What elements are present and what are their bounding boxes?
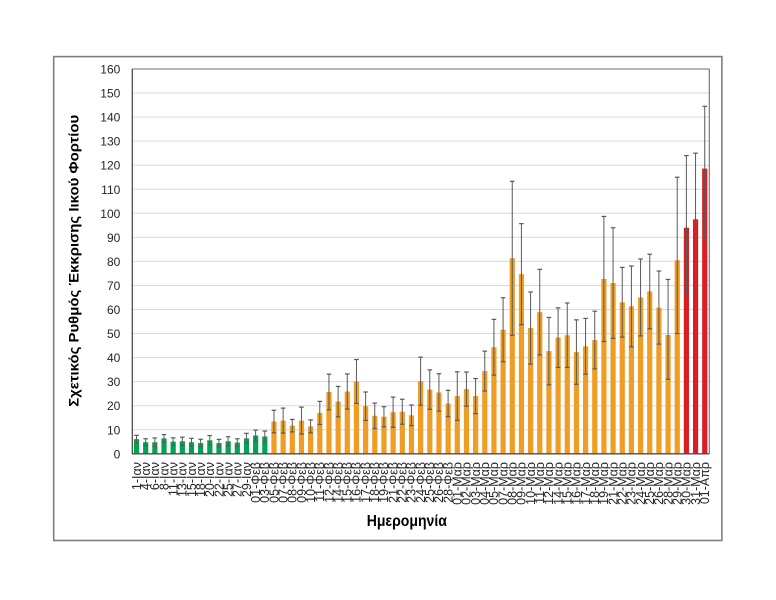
svg-text:28-Φεβ: 28-Φεβ bbox=[441, 462, 455, 503]
svg-text:140: 140 bbox=[100, 111, 120, 125]
svg-text:4-Ιαν: 4-Ιαν bbox=[139, 462, 153, 490]
svg-text:Ημερομηνία: Ημερομηνία bbox=[367, 513, 447, 530]
svg-text:11-Φεβ: 11-Φεβ bbox=[313, 462, 327, 502]
svg-text:100: 100 bbox=[100, 207, 120, 221]
svg-text:10: 10 bbox=[107, 423, 121, 437]
svg-text:03-Φεβ: 03-Φεβ bbox=[258, 462, 272, 503]
svg-text:12-Φεβ: 12-Φεβ bbox=[322, 462, 336, 503]
svg-text:25-Μαρ: 25-Μαρ bbox=[643, 462, 657, 505]
svg-text:23-Μαρ: 23-Μαρ bbox=[625, 462, 639, 505]
svg-text:22-Μαρ: 22-Μαρ bbox=[616, 462, 630, 505]
svg-text:60: 60 bbox=[107, 303, 121, 317]
svg-text:70: 70 bbox=[107, 279, 121, 293]
svg-text:8-Ιαν: 8-Ιαν bbox=[157, 462, 171, 490]
svg-text:02-Μαρ: 02-Μαρ bbox=[460, 462, 474, 505]
svg-text:29-Μαρ: 29-Μαρ bbox=[671, 462, 685, 505]
svg-text:10-Φεβ: 10-Φεβ bbox=[304, 462, 318, 503]
svg-text:26-Μαρ: 26-Μαρ bbox=[652, 462, 666, 505]
svg-text:01-Φεβ: 01-Φεβ bbox=[249, 462, 263, 503]
svg-text:29-Ιαν: 29-Ιαν bbox=[240, 462, 254, 497]
svg-text:07-Μαρ: 07-Μαρ bbox=[496, 462, 510, 505]
svg-text:30-Μαρ: 30-Μαρ bbox=[680, 462, 694, 505]
svg-text:25-Φεβ: 25-Φεβ bbox=[423, 462, 437, 503]
svg-text:05-Φεβ: 05-Φεβ bbox=[267, 462, 281, 503]
svg-text:01-Απρ: 01-Απρ bbox=[698, 462, 712, 504]
svg-text:17-Φεβ: 17-Φεβ bbox=[359, 462, 373, 503]
svg-text:110: 110 bbox=[101, 183, 120, 197]
svg-text:13-Ιαν: 13-Ιαν bbox=[176, 462, 190, 497]
svg-text:40: 40 bbox=[107, 351, 121, 365]
svg-text:28-Μαρ: 28-Μαρ bbox=[661, 462, 675, 505]
svg-text:80: 80 bbox=[107, 255, 121, 269]
svg-text:11-Ιαν: 11-Ιαν bbox=[166, 462, 180, 496]
svg-text:130: 130 bbox=[100, 135, 120, 149]
svg-text:11-Μαρ: 11-Μαρ bbox=[533, 462, 547, 504]
svg-text:10-Μαρ: 10-Μαρ bbox=[524, 462, 538, 505]
svg-text:17-Μαρ: 17-Μαρ bbox=[579, 462, 593, 505]
svg-text:09-Φεβ: 09-Φεβ bbox=[295, 462, 309, 503]
svg-text:14-Φεβ: 14-Φεβ bbox=[331, 462, 345, 503]
svg-text:16-Μαρ: 16-Μαρ bbox=[570, 462, 584, 505]
svg-text:16-Φεβ: 16-Φεβ bbox=[350, 462, 364, 503]
svg-text:04-Μαρ: 04-Μαρ bbox=[478, 462, 492, 505]
svg-text:90: 90 bbox=[107, 231, 121, 245]
svg-text:03-Μαρ: 03-Μαρ bbox=[469, 462, 483, 505]
svg-text:27-Ιαν: 27-Ιαν bbox=[231, 462, 245, 497]
svg-text:26-Φεβ: 26-Φεβ bbox=[432, 462, 446, 503]
svg-text:20: 20 bbox=[107, 399, 121, 413]
svg-text:18-Ιαν: 18-Ιαν bbox=[194, 462, 208, 497]
svg-text:23-Φεβ: 23-Φεβ bbox=[405, 462, 419, 503]
svg-text:160: 160 bbox=[100, 63, 120, 77]
svg-text:18-Φεβ: 18-Φεβ bbox=[368, 462, 382, 503]
svg-text:25-Ιαν: 25-Ιαν bbox=[221, 462, 235, 497]
svg-text:1-Ιαν: 1-Ιαν bbox=[130, 462, 144, 490]
svg-text:08-Φεβ: 08-Φεβ bbox=[286, 462, 300, 503]
svg-text:150: 150 bbox=[100, 87, 120, 101]
svg-text:24-Φεβ: 24-Φεβ bbox=[414, 462, 428, 503]
svg-text:01-Μαρ: 01-Μαρ bbox=[451, 462, 465, 505]
svg-text:08-Μαρ: 08-Μαρ bbox=[506, 462, 520, 505]
svg-text:Σχετικός Ρυθμός Έκκρισης Ιικού: Σχετικός Ρυθμός Έκκρισης Ιικού Φορτίου bbox=[66, 115, 82, 407]
svg-text:22-Ιαν: 22-Ιαν bbox=[212, 462, 226, 497]
svg-text:0: 0 bbox=[114, 447, 121, 461]
svg-text:19-Μαρ: 19-Μαρ bbox=[597, 462, 611, 505]
svg-text:22-Φεβ: 22-Φεβ bbox=[396, 462, 410, 503]
svg-text:15-Φεβ: 15-Φεβ bbox=[341, 462, 355, 503]
svg-text:15-Ιαν: 15-Ιαν bbox=[185, 462, 199, 497]
svg-text:120: 120 bbox=[100, 159, 120, 173]
svg-text:6-Ιαν: 6-Ιαν bbox=[148, 462, 162, 490]
svg-text:31-Μαρ: 31-Μαρ bbox=[689, 462, 703, 505]
svg-text:12-Μαρ: 12-Μαρ bbox=[542, 462, 556, 505]
svg-text:07-Φεβ: 07-Φεβ bbox=[276, 462, 290, 503]
svg-text:21-Φεβ: 21-Φεβ bbox=[386, 462, 400, 503]
svg-text:20-Ιαν: 20-Ιαν bbox=[203, 462, 217, 497]
svg-text:15-Μαρ: 15-Μαρ bbox=[561, 462, 575, 505]
svg-text:19-Φεβ: 19-Φεβ bbox=[377, 462, 391, 503]
svg-text:09-Μαρ: 09-Μαρ bbox=[515, 462, 529, 505]
svg-text:21-Μαρ: 21-Μαρ bbox=[606, 462, 620, 505]
svg-text:24-Μαρ: 24-Μαρ bbox=[634, 462, 648, 505]
svg-text:50: 50 bbox=[107, 327, 121, 341]
svg-text:14-Μαρ: 14-Μαρ bbox=[551, 462, 565, 505]
svg-text:05-Μαρ: 05-Μαρ bbox=[487, 462, 501, 505]
svg-text:18-Μαρ: 18-Μαρ bbox=[588, 462, 602, 505]
svg-text:30: 30 bbox=[107, 375, 121, 389]
